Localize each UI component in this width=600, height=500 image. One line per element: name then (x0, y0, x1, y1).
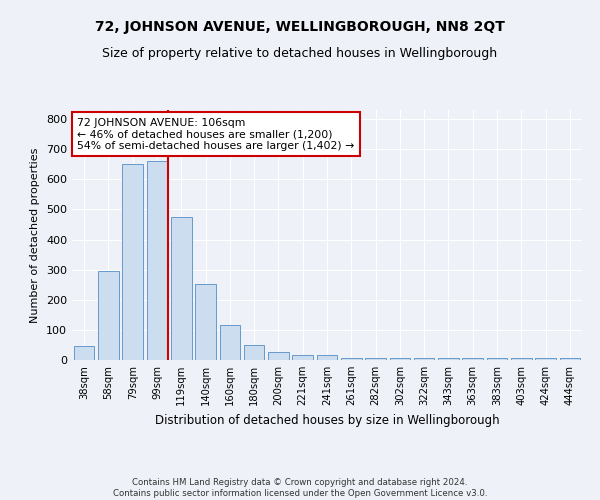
Bar (292, 356, 313, 360)
Bar (560, 358, 580, 360)
Bar (195, 284, 216, 360)
Bar (535, 358, 556, 360)
X-axis label: Distribution of detached houses by size in Wellingborough: Distribution of detached houses by size … (155, 414, 499, 426)
Y-axis label: Number of detached properties: Number of detached properties (31, 148, 40, 322)
Bar (365, 358, 386, 360)
Bar (74, 346, 94, 360)
Bar (463, 358, 483, 360)
Bar (487, 358, 508, 360)
Bar (438, 358, 459, 360)
Text: Contains HM Land Registry data © Crown copyright and database right 2024.
Contai: Contains HM Land Registry data © Crown c… (113, 478, 487, 498)
Bar (389, 358, 410, 360)
Bar (146, 161, 167, 360)
Bar (122, 164, 143, 360)
Text: Size of property relative to detached houses in Wellingborough: Size of property relative to detached ho… (103, 48, 497, 60)
Bar (171, 217, 191, 360)
Bar (268, 352, 289, 360)
Bar (511, 358, 532, 360)
Bar (341, 358, 362, 360)
Bar (98, 271, 119, 360)
Bar (317, 356, 337, 360)
Bar (220, 326, 240, 360)
Bar (244, 345, 265, 360)
Text: 72 JOHNSON AVENUE: 106sqm
← 46% of detached houses are smaller (1,200)
54% of se: 72 JOHNSON AVENUE: 106sqm ← 46% of detac… (77, 118, 355, 150)
Text: 72, JOHNSON AVENUE, WELLINGBOROUGH, NN8 2QT: 72, JOHNSON AVENUE, WELLINGBOROUGH, NN8 … (95, 20, 505, 34)
Bar (414, 358, 434, 360)
